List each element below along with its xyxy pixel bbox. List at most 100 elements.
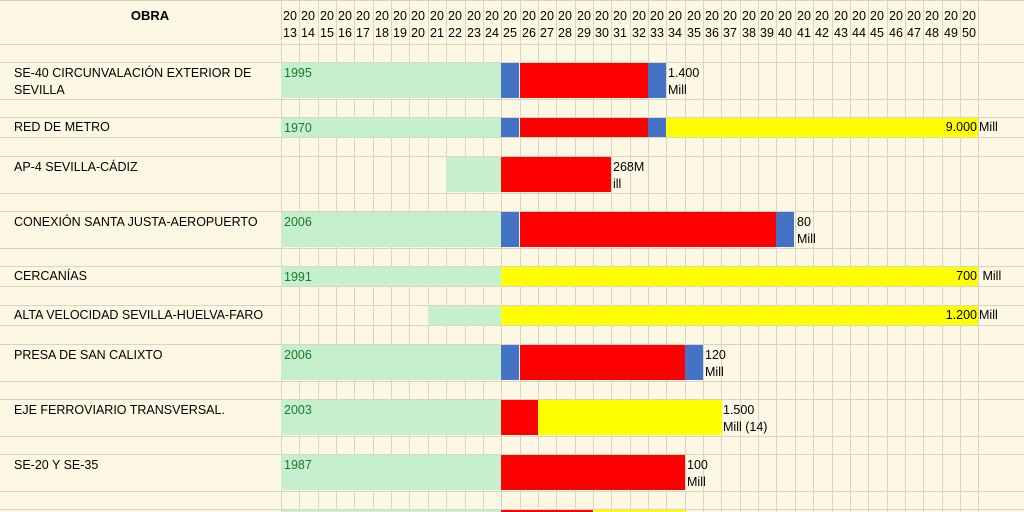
year-header-cell: 20 48	[923, 8, 941, 42]
bar-segment-past	[446, 157, 501, 192]
year-header-cell: 20 40	[776, 8, 794, 42]
year-century: 20	[356, 9, 370, 23]
year-century: 20	[577, 9, 591, 23]
grid-column-line	[795, 0, 796, 512]
year-header-cell: 20 31	[611, 8, 629, 42]
year-suffix: 13	[283, 26, 297, 40]
cost-label: 1.400 Mill	[668, 66, 700, 97]
bar-segment-blue	[501, 345, 519, 380]
year-century: 20	[283, 9, 297, 23]
year-suffix: 17	[356, 26, 370, 40]
cost-label: 700	[956, 269, 977, 283]
bar-segment-past	[281, 400, 501, 435]
year-suffix: 26	[522, 26, 536, 40]
year-century: 20	[503, 9, 517, 23]
year-century: 20	[540, 9, 554, 23]
bar-segment-blue	[501, 118, 519, 137]
year-header-cell: 20 20	[409, 8, 427, 42]
bar-segment-red	[520, 212, 777, 247]
year-header-cell: 20 28	[556, 8, 574, 42]
year-century: 20	[650, 9, 664, 23]
year-suffix: 44	[852, 26, 866, 40]
project-name: SE-20 Y SE-35	[14, 458, 99, 472]
year-header-cell: 20 18	[373, 8, 391, 42]
year-suffix: 48	[925, 26, 939, 40]
grid-column-line	[832, 0, 833, 512]
year-header-cell: 20 38	[740, 8, 758, 42]
year-century: 20	[742, 9, 756, 23]
cost-label: 100 Mill	[687, 458, 708, 489]
bar-segment-red	[501, 455, 685, 490]
grid-column-line	[978, 0, 979, 512]
grid-column-line	[850, 0, 851, 512]
year-header-cell: 20 24	[483, 8, 501, 42]
cost-label: 1.500 Mill (14)	[723, 403, 768, 434]
year-century: 20	[522, 9, 536, 23]
start-year: 2006	[284, 215, 312, 229]
year-century: 20	[778, 9, 792, 23]
year-suffix: 43	[834, 26, 848, 40]
grid-column-line	[520, 0, 521, 512]
grid-column-line	[758, 0, 759, 512]
start-year: 2006	[284, 348, 312, 362]
grid-column-line	[446, 0, 447, 512]
year-suffix: 35	[687, 26, 701, 40]
bar-segment-blue	[685, 345, 703, 380]
year-century: 20	[944, 9, 958, 23]
year-suffix: 27	[540, 26, 554, 40]
year-century: 20	[485, 9, 499, 23]
year-century: 20	[338, 9, 352, 23]
year-header-cell: 20 50	[960, 8, 978, 42]
grid-column-line	[868, 0, 869, 512]
year-century: 20	[907, 9, 921, 23]
grid-row-line	[0, 99, 1024, 100]
grid-column-line	[428, 0, 429, 512]
year-header-cell: 20 46	[887, 8, 905, 42]
bar-segment-blue	[776, 212, 794, 247]
grid-column-line	[391, 0, 392, 512]
year-century: 20	[760, 9, 774, 23]
bar-segment-yellow	[501, 267, 978, 286]
year-century: 20	[467, 9, 481, 23]
grid-column-line	[373, 0, 374, 512]
grid-column-line	[740, 0, 741, 512]
grid-row-line	[0, 305, 1024, 306]
year-suffix: 19	[393, 26, 407, 40]
year-suffix: 37	[723, 26, 737, 40]
cost-label: 120 Mill	[705, 348, 726, 379]
year-header-cell: 20 39	[758, 8, 776, 42]
project-name: SE-40 CIRCUNVALACIÓN EXTERIOR DE SEVILLA	[14, 66, 252, 97]
year-suffix: 33	[650, 26, 664, 40]
grid-row-line	[0, 117, 1024, 118]
year-suffix: 29	[577, 26, 591, 40]
year-suffix: 49	[944, 26, 958, 40]
bar-segment-past	[281, 455, 501, 490]
year-header-cell: 20 47	[905, 8, 923, 42]
year-header-cell: 20 29	[575, 8, 593, 42]
bar-segment-red	[520, 63, 648, 98]
bar-segment-blue	[648, 118, 666, 137]
bar-segment-red	[501, 157, 611, 192]
year-suffix: 45	[870, 26, 884, 40]
start-year: 1995	[284, 66, 312, 80]
grid-column-line	[887, 0, 888, 512]
year-century: 20	[430, 9, 444, 23]
grid-row-line	[0, 509, 1024, 510]
year-header-cell: 20 41	[795, 8, 813, 42]
grid-column-line	[336, 0, 337, 512]
bar-segment-past	[281, 510, 501, 512]
grid-column-line	[575, 0, 576, 512]
grid-column-line	[299, 0, 300, 512]
year-suffix: 15	[320, 26, 334, 40]
year-suffix: 46	[889, 26, 903, 40]
grid-column-line	[465, 0, 466, 512]
year-header-cell: 20 16	[336, 8, 354, 42]
year-century: 20	[797, 9, 811, 23]
year-header-cell: 20 22	[446, 8, 464, 42]
bar-segment-blue	[648, 63, 666, 98]
year-suffix: 24	[485, 26, 499, 40]
grid-row-line	[0, 266, 1024, 267]
year-header-cell: 20 42	[813, 8, 831, 42]
year-header-cell: 20 33	[648, 8, 666, 42]
bar-segment-yellow	[666, 118, 978, 137]
